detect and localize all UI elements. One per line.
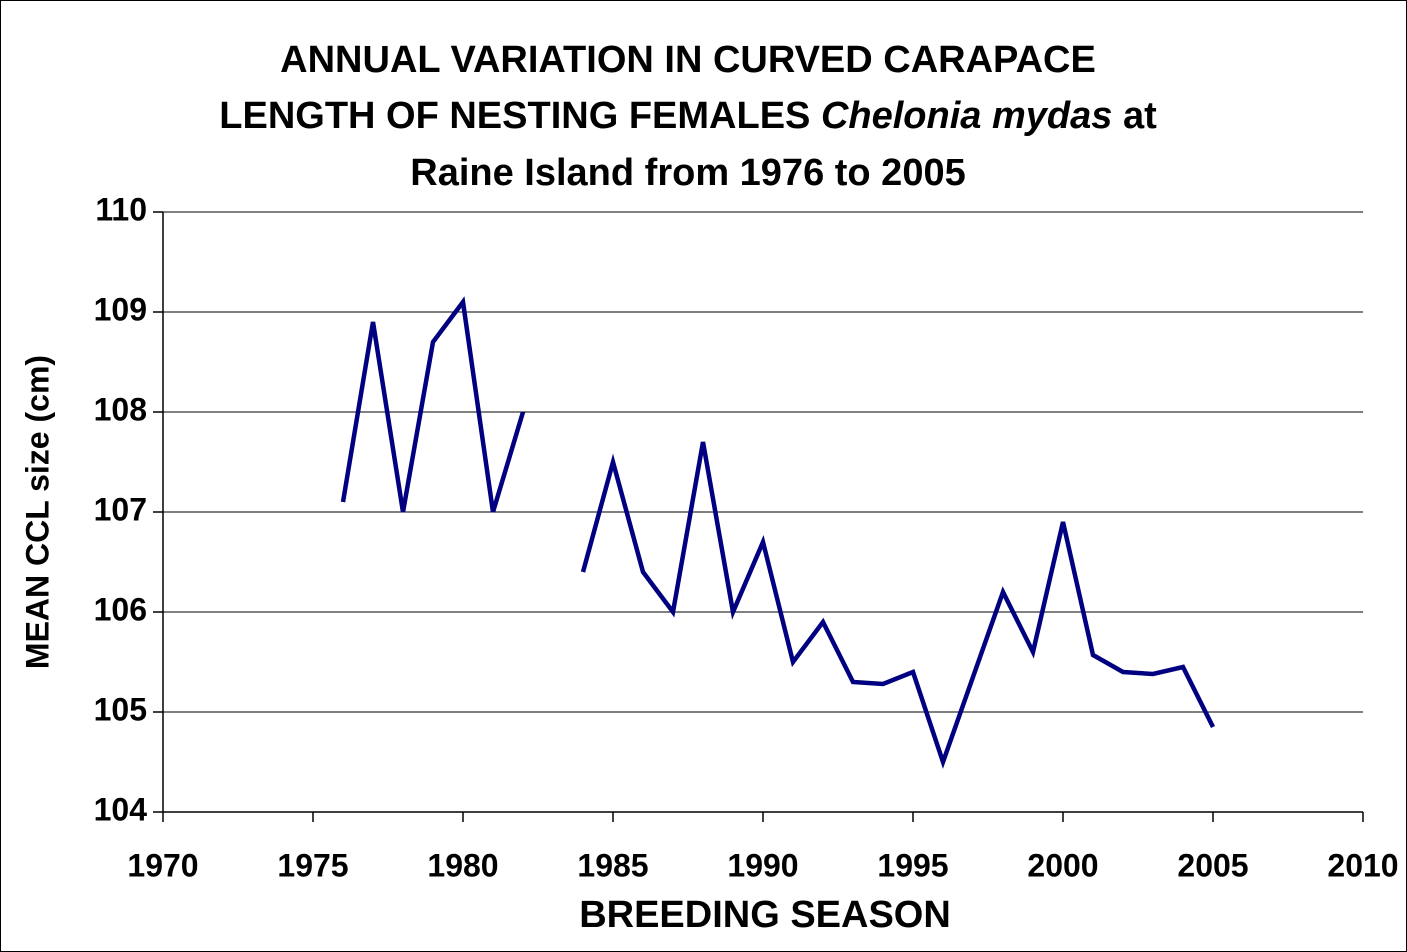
x-tick-label: 1970 (127, 847, 198, 883)
x-tick-label: 1995 (877, 847, 948, 883)
x-axis-label: BREEDING SEASON (579, 894, 951, 936)
y-tick-label: 104 (94, 791, 148, 827)
chart-title: LENGTH OF NESTING FEMALES Chelonia mydas… (219, 95, 1157, 137)
data-line (340, 296, 1216, 769)
y-tick-label: 108 (94, 391, 147, 427)
x-tick-label: 1975 (277, 847, 348, 883)
x-tick-label: 2005 (1177, 847, 1248, 883)
chart-title: Raine Island from 1976 to 2005 (410, 152, 965, 194)
x-tick-label: 2000 (1027, 847, 1098, 883)
y-tick-label: 110 (95, 191, 147, 227)
title-species: Chelonia mydas (821, 95, 1112, 137)
y-tick-label: 107 (94, 491, 147, 527)
y-tick-label: 105 (94, 691, 147, 727)
x-tick-label: 2010 (1327, 847, 1398, 883)
chart-title: ANNUAL VARIATION IN CURVED CARAPACE (280, 39, 1096, 81)
x-tick-label: 1980 (427, 847, 498, 883)
y-axis-label: MEAN CCL size (cm) (19, 355, 55, 669)
y-tick-label: 109 (94, 291, 147, 327)
y-tick-label: 106 (94, 591, 147, 627)
x-tick-label: 1985 (577, 847, 648, 883)
x-tick-label: 1990 (727, 847, 798, 883)
title-part: at (1123, 95, 1157, 137)
title-part: LENGTH OF NESTING FEMALES (219, 95, 810, 137)
